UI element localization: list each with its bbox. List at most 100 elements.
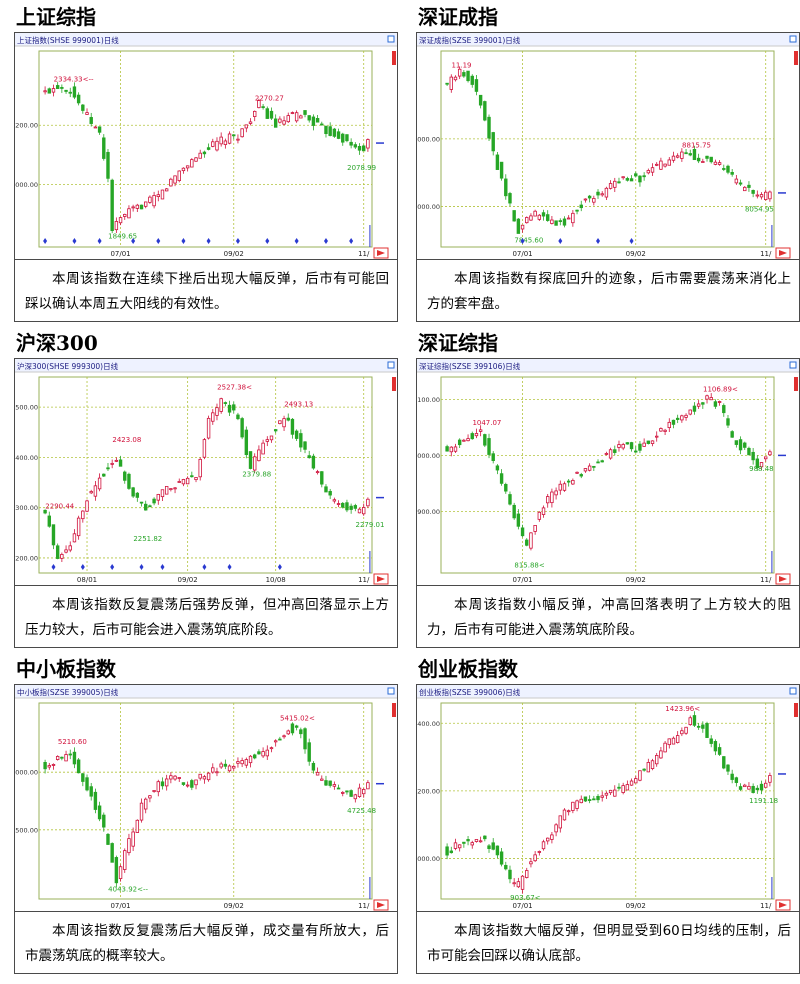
low-value-label: 7845.60 [514,236,543,244]
candle-body [341,791,345,794]
candle-body [139,802,144,821]
y-tick-label: 1400.00 [417,720,440,728]
low-value-label: 815.88< [514,562,544,570]
candle-body [353,794,358,800]
candle-body [701,161,705,163]
candle-body [177,170,181,181]
candle-body [55,545,60,559]
candle-body [734,777,739,783]
candle-body [311,455,316,469]
candle-body [47,515,51,527]
candle-body [743,442,747,448]
x-tick-label: 10/08 [266,576,286,584]
candle-body [730,431,734,438]
candle-body [64,754,68,762]
candle-body [751,785,755,793]
candle-body [726,764,730,772]
signal-marker [139,564,144,570]
candle-body [709,397,713,401]
candle-body [571,212,575,224]
candle-body [499,473,504,484]
candle-body [315,471,320,474]
candle-body [282,735,286,738]
candle-body [629,442,634,450]
candle-body [579,798,583,804]
candle-body [546,496,550,504]
signal-marker [131,238,136,244]
x-tick-label: 09/02 [224,250,244,258]
signal-marker [80,564,85,570]
candle-body [717,162,722,165]
candle-body [478,429,483,432]
candle-body [194,157,198,162]
candle-body [68,91,72,94]
signal-marker [110,564,115,570]
candle-body [240,418,244,438]
candle-body [72,751,77,765]
chart-header-bar [417,359,799,372]
candle-body [592,798,596,801]
kline-chart: 深证综指(SZSE 399106)日线 900.00 1000.00 1100.00 0… [416,358,800,586]
candle-body [483,101,487,121]
signal-marker [181,238,186,244]
candle-body [273,429,278,432]
candle-body [269,435,274,441]
candle-body [675,735,680,743]
plot-frame [38,376,373,574]
candle-body [659,428,663,432]
candle-body [617,181,621,184]
candle-body [764,456,768,460]
candle-body [583,198,588,201]
y-tick-label: 900.00 [417,508,440,516]
candle-body [495,845,500,856]
candle-body [562,218,567,226]
candle-body [478,840,483,843]
signal-marker [235,238,240,244]
edge-marker [794,703,798,717]
candle-body [642,768,646,771]
candle-body [508,193,512,204]
candle-body [499,851,504,865]
candle-body [726,418,730,426]
candle-body [248,755,253,764]
signal-marker [202,564,207,570]
y-tick-label: 2000.00 [15,181,38,189]
arrow-glyph [779,902,787,908]
x-tick-label: 11/ [760,576,772,584]
edge-marker [794,377,798,391]
candle-body [215,140,219,151]
candle-body [688,717,692,726]
candle-body [357,145,362,151]
low-value-label: 988.48 [749,465,774,473]
candle-body [202,776,207,780]
candle-body [646,170,651,174]
candle-body [282,418,286,428]
candle-body [311,762,316,771]
candle-body [261,442,265,455]
candle-body [118,217,123,224]
kline-chart: 创业板指(SZSE 399006)日线 1000.00 1200.00 1400.00… [416,684,800,912]
candle-body [629,780,634,786]
candle-body [705,723,709,738]
candle-body [244,759,249,766]
candle-body [93,791,98,810]
candle-body [755,458,760,469]
candle-body [638,175,642,183]
candle-body [123,471,127,481]
candle-body [751,451,755,461]
x-tick-label: 09/02 [626,902,646,910]
candle-body [462,72,466,77]
candle-body [533,525,537,532]
candle-body [328,490,332,496]
chart-header-bar [15,685,397,698]
signal-marker [323,238,328,244]
candle-body [646,762,651,773]
low-value-label: 8054.95 [745,206,774,214]
candle-body [68,753,72,756]
high-value-label: 2290.44 [45,503,74,511]
candle-body [232,134,236,137]
y-tick-label: 2300.00 [15,504,38,512]
candle-body [453,76,458,81]
candle-body [546,214,550,221]
candle-body [688,153,692,156]
